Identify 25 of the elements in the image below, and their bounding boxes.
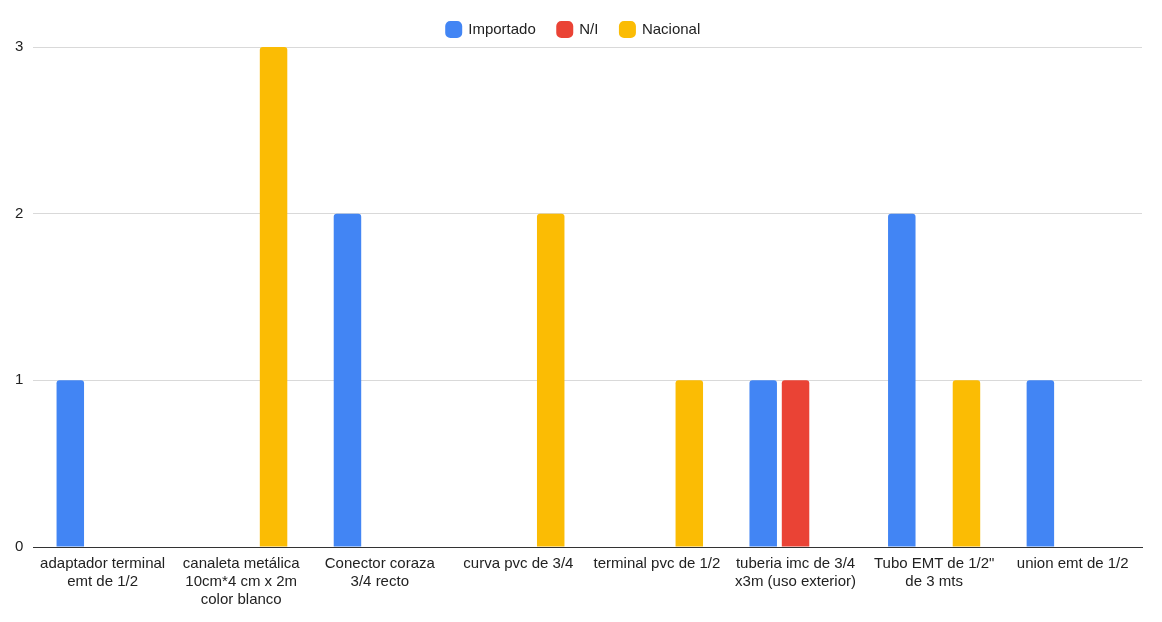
- x-tick-label: adaptador terminal emt de 1/2: [40, 554, 166, 590]
- y-tick-label: 1: [15, 370, 24, 388]
- bar: [333, 213, 362, 547]
- bar: [749, 380, 777, 547]
- x-tick-label: curva pvc de 3/4: [463, 554, 574, 572]
- bar: [781, 380, 810, 547]
- x-tick-label: canaleta metálica 10cm*4 cm x 2m color blanco: [182, 554, 301, 608]
- bar: [536, 213, 565, 547]
- y-tick-label: 2: [15, 203, 24, 221]
- x-tick-label: Conector coraza 3/4 recto: [324, 554, 436, 590]
- bar: [1026, 380, 1055, 547]
- x-tick-label: Tubo EMT de 1/2" de 3 mts: [873, 554, 995, 590]
- legend-label: Nacional: [641, 19, 701, 37]
- y-tick-label: 0: [15, 537, 24, 555]
- bar: [56, 380, 85, 547]
- x-tick-label: tuberia imc de 3/4 x3m (uso exterior): [735, 554, 856, 590]
- bar: [888, 213, 916, 547]
- legend-label: Importado: [468, 19, 536, 37]
- x-tick-label: union emt de 1/2: [1016, 554, 1129, 572]
- legend-label: N/I: [579, 19, 599, 37]
- bar: [675, 380, 704, 547]
- y-tick-label: 3: [15, 37, 24, 55]
- x-tick-label: terminal pvc de 1/2: [593, 554, 721, 572]
- bar: [952, 380, 981, 547]
- bar: [259, 47, 288, 547]
